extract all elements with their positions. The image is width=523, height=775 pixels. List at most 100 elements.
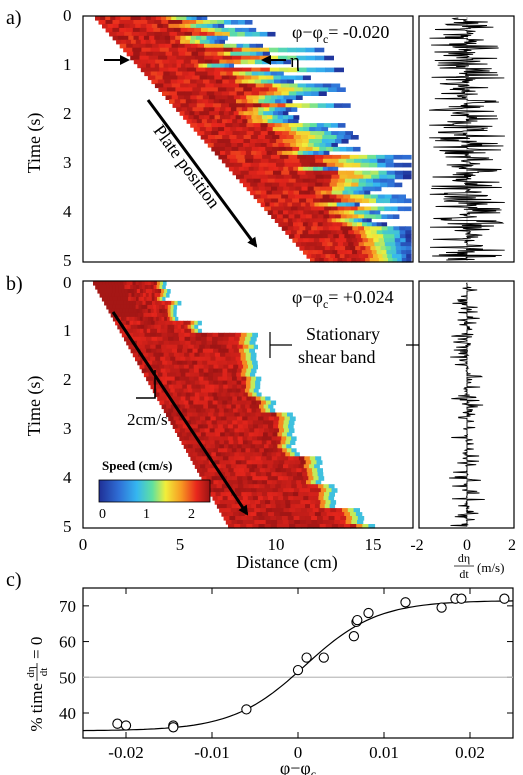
heatmap-cell [213, 448, 219, 453]
heatmap-cell [105, 281, 109, 286]
heatmap-cell [312, 472, 319, 477]
heatmap-cell [217, 400, 223, 406]
heatmap-cell [209, 79, 217, 85]
panel-c-label: c) [6, 569, 22, 591]
heatmap-cell [315, 55, 325, 61]
heatmap-cell [328, 496, 335, 501]
heatmap-cell [236, 464, 243, 469]
heatmap-cell [274, 79, 282, 85]
heatmap-cell [167, 328, 172, 334]
heatmap-cell [331, 190, 338, 196]
heatmap-cell [150, 344, 157, 350]
heatmap-cell [161, 304, 166, 310]
heatmap-cell [230, 83, 240, 89]
scatter-point [363, 607, 374, 619]
heatmap-cell [123, 300, 127, 306]
heatmap-cell [245, 404, 251, 410]
heatmap-cell [107, 300, 112, 306]
heatmap-cell [213, 396, 219, 402]
heatmap-cell [221, 420, 228, 425]
heatmap-cell [184, 404, 190, 410]
heatmap-cell [263, 107, 270, 112]
heatmap-cell [203, 364, 210, 370]
heatmap-cell [229, 516, 236, 521]
heatmap-cell [241, 444, 247, 449]
heatmap-cell [102, 281, 106, 286]
heatmap-cell [301, 524, 308, 529]
heatmap-cell [300, 182, 309, 188]
heatmap-cell [380, 182, 388, 188]
heatmap-cell [197, 348, 204, 354]
heatmap-cell [119, 328, 124, 334]
heatmap-cell [348, 242, 354, 247]
heatmap-cell [215, 416, 222, 422]
heatmap-cell [164, 304, 169, 310]
heatmap-cell [194, 352, 201, 358]
heatmap-cell [212, 59, 220, 65]
heatmap-cell [242, 416, 249, 422]
heatmap-cell [315, 139, 323, 144]
heatmap-cell [194, 392, 200, 398]
heatmap-cell [126, 281, 131, 286]
heatmap-cell [354, 210, 360, 215]
heatmap-cell [246, 444, 252, 449]
heatmap-cell [272, 135, 280, 140]
heatmap-cell [353, 508, 360, 513]
heatmap-cell [317, 516, 324, 521]
heatmap-cell [317, 226, 324, 231]
heatmap-cell [384, 206, 392, 212]
heatmap-cell [171, 43, 179, 49]
heatmap-cell [227, 368, 233, 374]
heatmap-cell [143, 293, 147, 298]
heatmap-cell [150, 281, 155, 286]
heatmap-cell [198, 460, 204, 465]
heatmap-cell [295, 75, 304, 81]
heatmap-cell [349, 234, 357, 239]
heatmap-cell [190, 392, 196, 398]
heatmap-cell [315, 67, 326, 73]
heatmap-cell [175, 39, 181, 45]
heatmap-cell [130, 324, 135, 330]
heatmap-cell [257, 198, 265, 204]
heatmap-cell [263, 139, 271, 144]
heatmap-cell [185, 420, 192, 425]
heatmap-cell [245, 103, 254, 108]
heatmap-cell [225, 508, 232, 513]
heatmap-cell [199, 111, 205, 116]
heatmap-cell [207, 360, 213, 366]
heatmap-cell [289, 460, 296, 465]
heatmap-cell [346, 146, 354, 152]
heatmap-cell [197, 43, 205, 49]
heatmap-cell [189, 332, 197, 338]
heatmap-cell [158, 55, 168, 61]
heatmap-cell [277, 87, 287, 92]
heatmap-cell [227, 420, 233, 425]
heatmap-cell [250, 356, 257, 362]
heatmap-cell [186, 384, 192, 390]
heatmap-cell [405, 242, 412, 247]
heatmap-cell [309, 246, 316, 251]
heatmap-cell [229, 432, 235, 437]
heatmap-cell [262, 480, 268, 485]
heatmap-cell [265, 500, 271, 505]
heatmap-cell [222, 376, 228, 382]
heatmap-cell [346, 258, 352, 263]
heatmap-cell [154, 63, 160, 69]
heatmap-cell [184, 352, 190, 358]
heatmap-cell [315, 158, 324, 164]
heatmap-cell [271, 520, 278, 525]
panel-b-frame [82, 280, 414, 529]
heatmap-cell [234, 432, 240, 437]
heatmap-cell [272, 115, 279, 120]
heatmap-cell [115, 304, 119, 310]
heatmap-cell [178, 332, 185, 338]
heatmap-cell [299, 158, 308, 164]
heatmap-cell [350, 194, 358, 200]
heatmap-cell [157, 396, 163, 402]
heatmap-cell [343, 135, 352, 140]
heatmap-cell [232, 480, 239, 485]
heatmap-cell [115, 296, 119, 302]
heatmap-cell [248, 79, 256, 85]
heatmap-cell [297, 154, 307, 160]
heatmap-cell [272, 492, 279, 497]
